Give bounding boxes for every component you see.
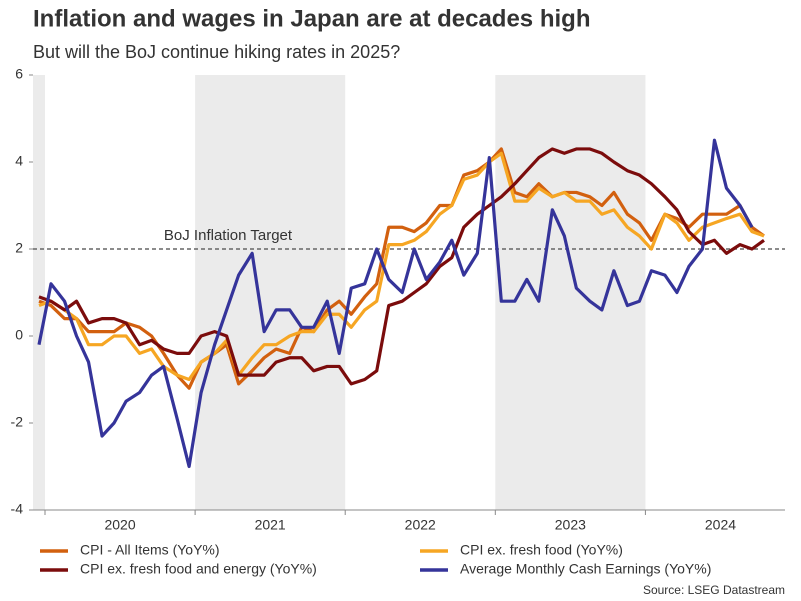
y-tick-label: -2 <box>11 414 24 430</box>
x-tick-label: 2020 <box>104 517 135 533</box>
source: Source: LSEG Datastream <box>643 583 785 597</box>
y-tick-label: 6 <box>15 66 23 82</box>
x-tick-label: 2021 <box>255 517 286 533</box>
y-tick-label: 4 <box>15 153 23 169</box>
legend-label: CPI - All Items (YoY%) <box>80 542 220 558</box>
legend-label: Average Monthly Cash Earnings (YoY%) <box>460 561 711 577</box>
y-tick-label: -4 <box>11 501 24 517</box>
y-tick-label: 0 <box>15 327 23 343</box>
x-tick-label: 2023 <box>555 517 586 533</box>
x-tick-label: 2022 <box>405 517 436 533</box>
series-line <box>38 147 765 390</box>
series-line <box>38 147 765 386</box>
year-band <box>33 75 46 510</box>
legend-label: CPI ex. fresh food and energy (YoY%) <box>80 561 317 577</box>
y-tick-label: 2 <box>15 240 23 256</box>
chart-title: Inflation and wages in Japan are at deca… <box>33 5 590 32</box>
target-label: BoJ Inflation Target <box>164 227 293 244</box>
legend-label: CPI ex. fresh food (YoY%) <box>460 542 623 558</box>
plot-area: -4 -2 0 2 4 6 2020 2021 2022 2023 2024 BoJ Inflatio… <box>11 66 785 533</box>
series-line <box>38 151 765 382</box>
series-line <box>37 138 754 469</box>
x-tick-label: 2024 <box>705 517 736 533</box>
chart-subtitle: But will the BoJ continue hiking rates i… <box>33 42 400 62</box>
year-band <box>195 75 346 510</box>
